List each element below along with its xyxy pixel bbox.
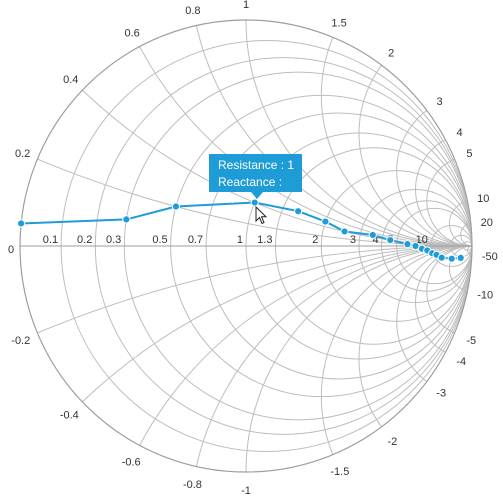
reactance-label: 20 (481, 217, 493, 229)
data-point[interactable] (386, 235, 395, 245)
data-point[interactable] (368, 230, 377, 240)
reactance-label: -4 (456, 356, 466, 368)
reactance-label: 10 (477, 193, 489, 205)
reactance-arc (466, 245, 472, 256)
tooltip-reactance: Reactance : 0.4 (218, 175, 283, 206)
data-point[interactable] (340, 227, 349, 236)
data-point[interactable] (447, 254, 456, 263)
data-point[interactable] (403, 240, 412, 249)
resistance-label: 1 (237, 234, 243, 246)
data-point[interactable] (321, 217, 330, 226)
reactance-label: -0.4 (60, 409, 79, 421)
resistance-label: 1.3 (257, 234, 272, 246)
reactance-label: 3 (437, 96, 443, 108)
reactance-arc (358, 245, 472, 472)
reactance-label: 0.2 (15, 148, 30, 160)
resistance-label: 10 (416, 234, 428, 246)
reactance-label: -1.5 (330, 466, 349, 478)
reactance-label: -10 (477, 289, 493, 301)
reactance-label: -1 (241, 485, 251, 497)
resistance-label: 0.3 (106, 234, 121, 246)
reactance-label: -3 (436, 387, 446, 399)
tooltip-resistance: Resistance : 1 (218, 158, 295, 172)
reactance-arc (358, 20, 472, 247)
reactance-label: -5 (466, 335, 476, 347)
resistance-label: 4 (372, 234, 378, 246)
reactance-label: 5 (466, 148, 472, 160)
cursor-arrow-icon (255, 206, 268, 225)
resistance-label: 0.2 (77, 234, 92, 246)
data-point[interactable] (171, 202, 181, 211)
series-line (21, 201, 461, 260)
series-layer (17, 198, 465, 263)
resistance-label: 0.7 (188, 234, 203, 246)
axis-labels: 0.10.20.30.50.711.323451000.20.40.60.811… (8, 0, 498, 497)
reactance-label: -0.6 (122, 456, 141, 468)
data-point[interactable] (437, 253, 446, 262)
resistance-label: 0.1 (43, 234, 58, 246)
reactance-label: -0.8 (183, 479, 202, 491)
reactance-label: 4 (456, 127, 462, 139)
reactance-arc (415, 245, 472, 360)
resistance-label: 0.5 (152, 234, 167, 246)
reactance-arc (415, 132, 472, 247)
reactance-arc (320, 245, 472, 472)
reactance-label: -2 (388, 436, 398, 448)
reactance-label: 0.4 (63, 74, 78, 86)
zero-label: 0 (8, 244, 14, 256)
tooltip-arrow (251, 192, 263, 199)
data-point[interactable] (456, 253, 465, 262)
data-point[interactable] (122, 215, 131, 224)
reactance-label: 0.8 (185, 5, 200, 17)
reactance-label: -50 (482, 251, 498, 263)
data-point[interactable] (17, 219, 26, 228)
reactance-label: -0.2 (11, 335, 30, 347)
tooltip: Resistance : 1 Reactance : 0.4 (209, 154, 302, 206)
reactance-arc (460, 222, 472, 247)
reactance-label: 2 (388, 47, 394, 59)
reactance-arc (189, 20, 472, 247)
reactance-label: 1 (243, 0, 249, 11)
resistance-label: 2 (312, 234, 318, 246)
data-point[interactable] (294, 207, 303, 216)
resistance-label: 3 (350, 234, 356, 246)
reactance-label: 1.5 (331, 18, 346, 30)
reactance-label: 0.6 (124, 27, 139, 39)
